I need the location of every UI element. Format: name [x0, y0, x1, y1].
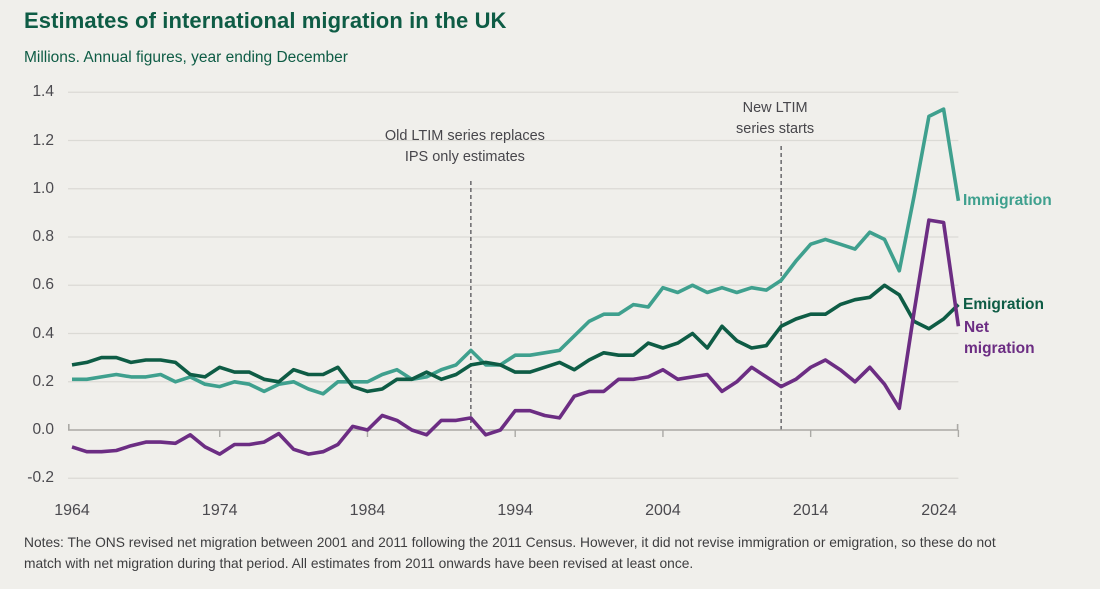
- x-axis-tick-1984: 1984: [349, 502, 386, 519]
- annotation-old-ltim-line1: Old LTIM series replaces: [384, 128, 545, 144]
- annotation-new-ltim-line2: series starts: [736, 121, 815, 137]
- x-axis-tick-2004: 2004: [645, 502, 681, 519]
- y-axis-tick-1.0: 1.0: [32, 179, 54, 197]
- x-axis-tick-1974: 1974: [201, 502, 238, 519]
- annotation-old-ltim: Old LTIM series replaces IPS only estima…: [385, 126, 545, 168]
- y-axis-tick-1.4: 1.4: [32, 83, 54, 101]
- chart-title: Estimates of international migration in …: [24, 8, 507, 33]
- x-axis-tick-2014: 2014: [792, 502, 829, 519]
- y-axis-tick-0.4: 0.4: [32, 324, 54, 342]
- net-migration-series-label: Net migration: [964, 319, 1035, 358]
- immigration-series-label: Immigration: [963, 191, 1052, 209]
- x-axis-tick-1994: 1994: [497, 502, 533, 519]
- annotation-new-ltim: New LTIM series starts: [736, 98, 814, 140]
- y-axis-tick-0.0: 0.0: [32, 421, 54, 438]
- y-axis-tick-0.6: 0.6: [32, 276, 54, 294]
- notes-line1: Notes: The ONS revised net migration bet…: [24, 535, 996, 550]
- chart-notes: Notes: The ONS revised net migration bet…: [24, 532, 1074, 574]
- y-axis-tick--0.2: -0.2: [27, 469, 54, 487]
- x-axis-tick-2024: 2024: [921, 502, 957, 519]
- x-axis-tick-1964: 1964: [54, 502, 90, 519]
- annotation-new-ltim-line1: New LTIM: [742, 100, 808, 116]
- y-axis-tick-0.8: 0.8: [32, 228, 54, 245]
- chart-subtitle: Millions. Annual figures, year ending De…: [24, 49, 348, 66]
- annotation-old-ltim-line2: IPS only estimates: [404, 149, 525, 165]
- y-axis-tick-1.2: 1.2: [32, 131, 54, 149]
- notes-line2: match with net migration during that per…: [24, 556, 694, 571]
- emigration-series-label: Emigration: [963, 295, 1044, 313]
- y-axis-tick-0.2: 0.2: [32, 372, 54, 390]
